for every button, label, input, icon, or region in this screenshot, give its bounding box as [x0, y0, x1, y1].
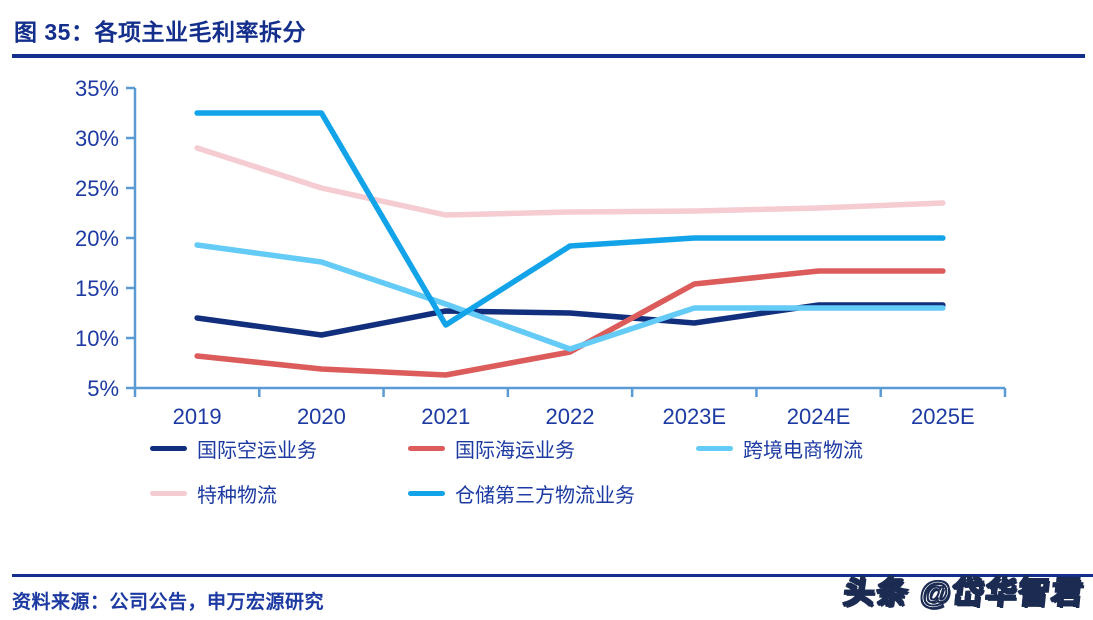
special-logistics-line-swatch-icon	[150, 491, 187, 496]
svg-text:2023E: 2023E	[662, 404, 726, 428]
svg-text:2024E: 2024E	[787, 404, 851, 428]
svg-text:2020: 2020	[297, 404, 346, 428]
svg-text:25%: 25%	[75, 176, 119, 201]
legend-label: 国际空运业务	[197, 440, 317, 462]
air-freight-line-swatch-icon	[150, 446, 187, 451]
legend-item-cross-border-ecommerce: 跨境电商物流	[696, 434, 890, 463]
svg-text:20%: 20%	[75, 226, 119, 251]
watermark: 头条 @岱华智君	[841, 574, 1087, 611]
svg-text:15%: 15%	[75, 276, 119, 301]
cross-border-line-swatch-icon	[696, 446, 733, 451]
title-divider	[12, 54, 1085, 58]
figure-title: 图 35：各项主业毛利率拆分	[14, 19, 306, 45]
legend-label: 特种物流	[197, 485, 277, 507]
sea-freight-line-swatch-icon	[408, 446, 445, 451]
svg-text:2022: 2022	[546, 404, 595, 428]
svg-text:2019: 2019	[173, 404, 222, 428]
legend-item-warehouse-3pl: 仓储第三方物流业务	[408, 479, 696, 508]
svg-text:10%: 10%	[75, 326, 119, 351]
warehouse-3pl-line-swatch-icon	[408, 491, 445, 496]
svg-text:2025E: 2025E	[911, 404, 975, 428]
svg-text:30%: 30%	[75, 126, 119, 151]
legend-item-sea-freight: 国际海运业务	[408, 434, 696, 463]
svg-text:2021: 2021	[421, 404, 470, 428]
legend-label: 仓储第三方物流业务	[455, 485, 635, 507]
legend-item-air-freight: 国际空运业务	[150, 434, 408, 463]
legend-label: 国际海运业务	[455, 440, 575, 462]
line-chart: 5% 10% 15% 20% 25% 30% 35% 2019 2020 2021 2022 2023…	[75, 76, 1007, 429]
legend-label: 跨境电商物流	[743, 440, 863, 462]
svg-text:5%: 5%	[87, 376, 119, 401]
legend-item-special-logistics: 特种物流	[150, 479, 408, 508]
chart-legend: 国际空运业务 国际海运业务 跨境电商物流 特种物流 仓储第三方物流业务	[150, 434, 890, 508]
svg-text:35%: 35%	[75, 76, 119, 101]
chart-area: 5% 10% 15% 20% 25% 30% 35% 2019 2020 2021 2022 2023…	[30, 70, 1040, 429]
